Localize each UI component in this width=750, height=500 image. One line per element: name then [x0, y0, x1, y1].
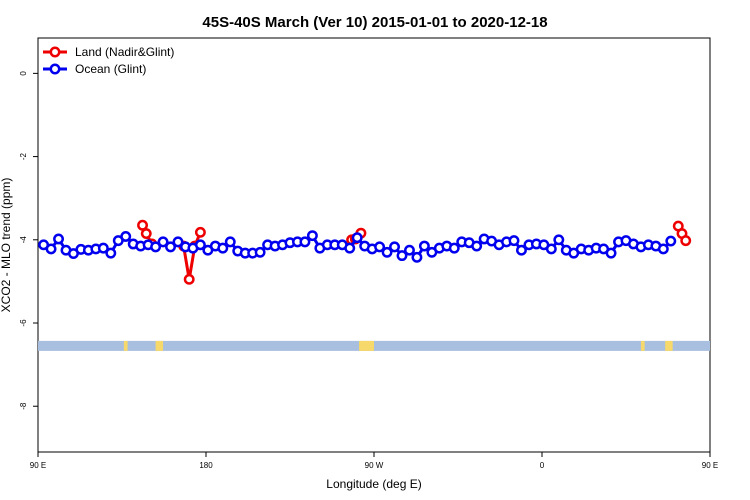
x-axis-label: Longitude (deg E) — [326, 477, 421, 491]
land-series-point — [680, 235, 692, 247]
x-tick-label: 180 — [199, 461, 213, 470]
land-series-point — [194, 226, 206, 238]
land-segment — [640, 340, 645, 351]
ocean-series-point — [150, 241, 162, 253]
ocean-series-point — [516, 244, 527, 256]
ocean-series-point — [418, 240, 430, 252]
ocean-series-point — [657, 243, 669, 255]
ocean-series-point — [165, 241, 176, 253]
ocean-series-point — [306, 230, 318, 242]
y-tick-label: -2 — [19, 152, 28, 160]
legend-marker-land — [49, 46, 61, 58]
legend-label-ocean: Ocean (Glint) — [75, 62, 146, 76]
land-series-line — [182, 231, 202, 281]
ocean-series-point — [105, 247, 117, 259]
chart-title: 45S-40S March (Ver 10) 2015-01-01 to 202… — [202, 14, 547, 31]
ocean-series-point — [396, 250, 408, 262]
ocean-series-point — [448, 242, 460, 254]
land-segment — [123, 340, 128, 351]
ocean-series-point — [553, 234, 565, 246]
ocean-series-point — [605, 247, 617, 259]
legend-marker-ocean — [49, 63, 61, 75]
y-tick-label: -4 — [19, 236, 28, 244]
ocean-series-point — [471, 240, 483, 252]
land-segment — [359, 340, 374, 351]
ocean-series-point — [389, 241, 400, 253]
ocean-series-point — [351, 232, 363, 244]
ocean-series-point — [172, 236, 184, 248]
ocean-series-point — [404, 244, 415, 256]
x-tick-label: 90 W — [365, 461, 384, 470]
ocean-series-point — [97, 242, 109, 254]
ocean-series-point — [411, 251, 423, 263]
legend-label-land: Land (Nadir&Glint) — [75, 45, 174, 59]
land-series-point — [140, 228, 152, 240]
x-tick-label: 90 E — [30, 461, 46, 470]
ocean-series-point — [194, 239, 206, 251]
x-axis-ticks: 90 E 180 90 W 0 90 E — [30, 452, 718, 470]
ocean-series-point — [665, 235, 677, 247]
land-series-point — [137, 219, 148, 231]
y-tick-label: -8 — [19, 402, 28, 410]
ocean-series-point — [508, 235, 520, 247]
land-series-point — [183, 273, 195, 285]
ocean-series-point — [45, 243, 57, 255]
x-tick-label: 90 E — [702, 461, 718, 470]
x-tick-label: 0 — [540, 461, 545, 470]
ocean-series-point — [217, 242, 229, 254]
land-ocean-mask — [38, 340, 710, 351]
series-layer — [38, 219, 692, 285]
ocean-series-point — [381, 246, 393, 258]
ocean-series-point — [344, 242, 356, 254]
ocean-series-point — [299, 236, 311, 248]
y-tick-label: 0 — [19, 71, 28, 76]
legend: Land (Nadir&Glint) Ocean (Glint) — [43, 45, 174, 76]
ocean-series-point — [224, 236, 236, 248]
ocean-series-point — [53, 233, 64, 245]
ocean-series-point — [254, 246, 266, 258]
y-axis-label: XCO2 - MLO trend (ppm) — [0, 178, 13, 313]
land-segment — [155, 340, 164, 351]
ocean-series-point — [374, 241, 386, 253]
y-axis-ticks: 0 -2 -4 -6 -8 — [19, 71, 38, 410]
ocean-series-point — [545, 243, 557, 255]
land-segment — [665, 340, 673, 351]
ocean-series-point — [120, 231, 132, 242]
ocean-series-point — [157, 236, 169, 248]
y-tick-label: -6 — [19, 319, 28, 327]
